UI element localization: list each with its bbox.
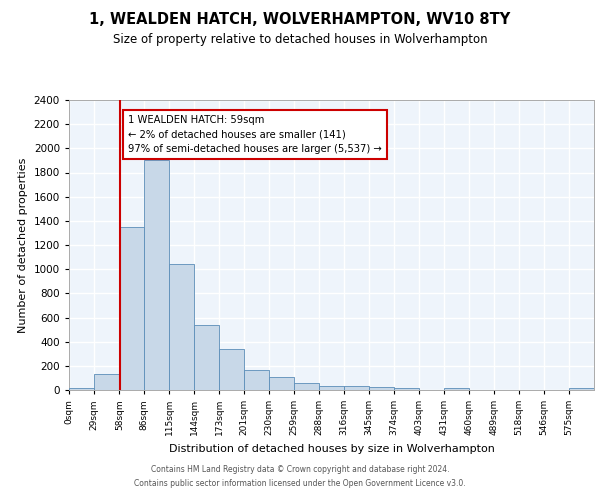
Bar: [369, 387, 394, 390]
Bar: [394, 388, 419, 390]
Text: 1, WEALDEN HATCH, WOLVERHAMPTON, WV10 8TY: 1, WEALDEN HATCH, WOLVERHAMPTON, WV10 8T…: [89, 12, 511, 28]
Bar: [294, 384, 319, 390]
Text: 1 WEALDEN HATCH: 59sqm
← 2% of detached houses are smaller (141)
97% of semi-det: 1 WEALDEN HATCH: 59sqm ← 2% of detached …: [128, 114, 382, 154]
Bar: [119, 227, 144, 390]
Bar: [319, 386, 344, 390]
Text: Size of property relative to detached houses in Wolverhampton: Size of property relative to detached ho…: [113, 32, 487, 46]
Bar: [344, 386, 369, 390]
Y-axis label: Number of detached properties: Number of detached properties: [18, 158, 28, 332]
Text: Contains HM Land Registry data © Crown copyright and database right 2024.
Contai: Contains HM Land Registry data © Crown c…: [134, 466, 466, 487]
Bar: [569, 388, 594, 390]
Bar: [244, 370, 269, 390]
Bar: [144, 160, 169, 390]
Bar: [269, 376, 294, 390]
X-axis label: Distribution of detached houses by size in Wolverhampton: Distribution of detached houses by size …: [169, 444, 494, 454]
Bar: [94, 374, 119, 390]
Bar: [443, 388, 469, 390]
Bar: [169, 264, 194, 390]
Bar: [220, 349, 244, 390]
Bar: [194, 325, 220, 390]
Bar: [69, 388, 94, 390]
